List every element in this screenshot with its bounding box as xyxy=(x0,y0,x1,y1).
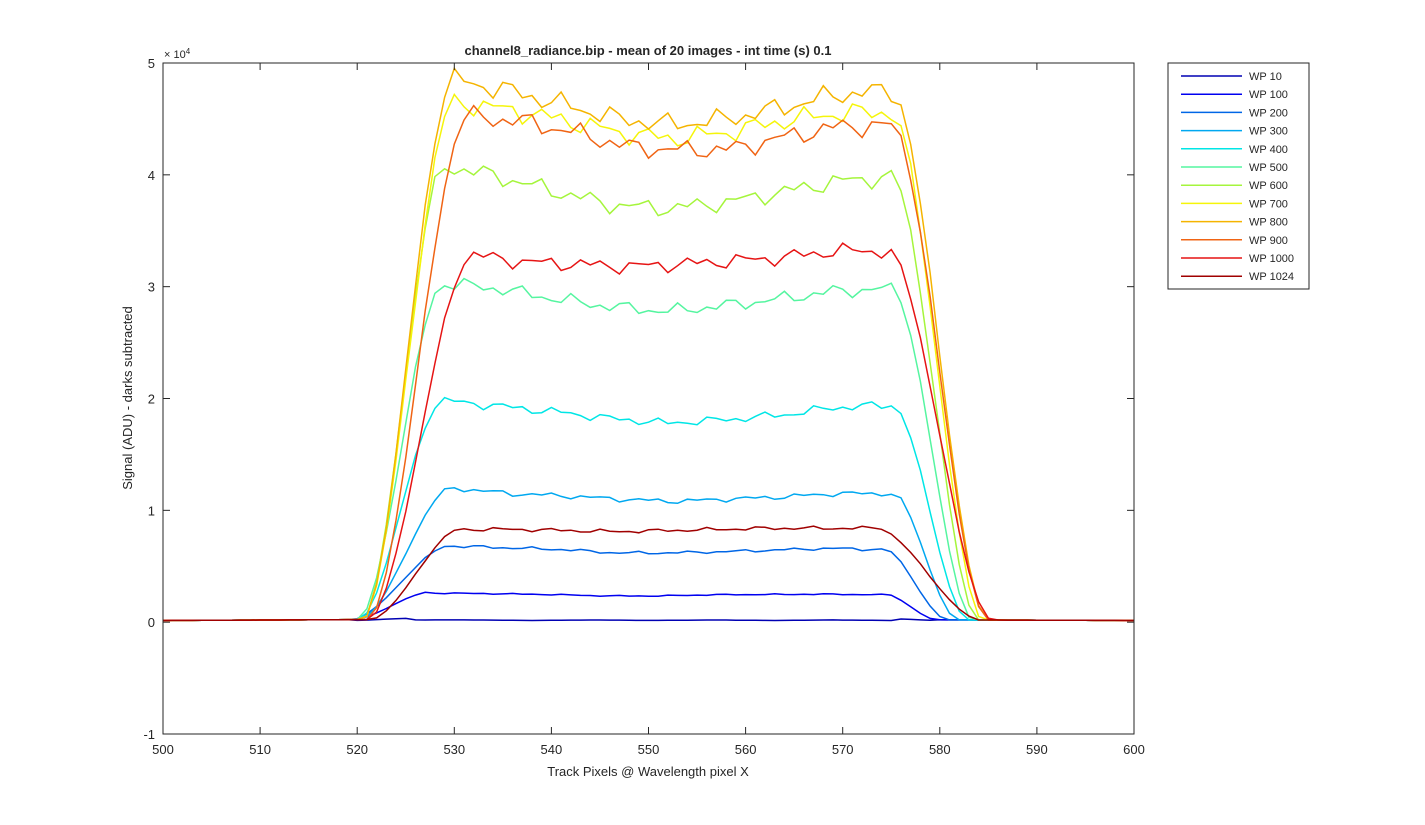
y-tick-label: 4 xyxy=(148,168,155,183)
x-tick-label: 530 xyxy=(443,742,465,757)
y-tick-labels: -1 0 1 2 3 4 5 xyxy=(143,56,155,742)
legend-label: WP 800 xyxy=(1249,217,1288,229)
x-axis-label: Track Pixels @ Wavelength pixel X xyxy=(547,764,749,779)
y-tick-label: 5 xyxy=(148,56,155,71)
x-tick-label: 600 xyxy=(1123,742,1145,757)
legend-label: WP 1024 xyxy=(1249,271,1294,283)
series-line-wp-1024 xyxy=(162,525,1134,622)
y-tick-label: 0 xyxy=(148,615,155,630)
x-tick-labels: 500 510 520 530 540 550 560 570 580 590 600 xyxy=(152,742,1145,757)
legend-label: WP 400 xyxy=(1249,144,1288,156)
legend-label: WP 200 xyxy=(1249,107,1288,119)
chart-title: channel8_radiance.bip - mean of 20 image… xyxy=(464,43,831,58)
legend-label: WP 600 xyxy=(1249,180,1288,192)
legend-box xyxy=(1167,62,1310,290)
x-tick-label: 500 xyxy=(152,742,174,757)
y-tick-label: 2 xyxy=(148,392,155,407)
x-tick-label: 520 xyxy=(346,742,368,757)
x-tick-label: 570 xyxy=(832,742,854,757)
y-exponent-label: × 104 xyxy=(164,47,191,61)
tick-marks xyxy=(162,62,1135,735)
legend-label: WP 500 xyxy=(1249,162,1288,174)
series-layer xyxy=(162,66,1134,622)
x-tick-label: 560 xyxy=(735,742,757,757)
y-tick-label: 1 xyxy=(148,503,155,518)
plot-area xyxy=(163,63,1134,734)
legend: WP 10 WP 100 WP 200 WP 300 WP 400 WP 500 WP 60… xyxy=(1167,62,1310,290)
legend-label: WP 900 xyxy=(1249,235,1288,247)
legend-label: WP 700 xyxy=(1249,198,1288,210)
x-tick-label: 580 xyxy=(929,742,951,757)
legend-label: WP 10 xyxy=(1249,71,1282,83)
legend-label: WP 300 xyxy=(1249,126,1288,138)
y-axis-label: Signal (ADU) - darks subtracted xyxy=(120,306,135,490)
x-tick-label: 540 xyxy=(541,742,563,757)
y-tick-label: -1 xyxy=(143,727,155,742)
legend-label: WP 1000 xyxy=(1249,253,1294,265)
x-tick-label: 590 xyxy=(1026,742,1048,757)
x-tick-label: 550 xyxy=(638,742,660,757)
x-tick-label: 510 xyxy=(249,742,271,757)
y-tick-label: 3 xyxy=(148,280,155,295)
legend-label: WP 100 xyxy=(1249,89,1288,101)
